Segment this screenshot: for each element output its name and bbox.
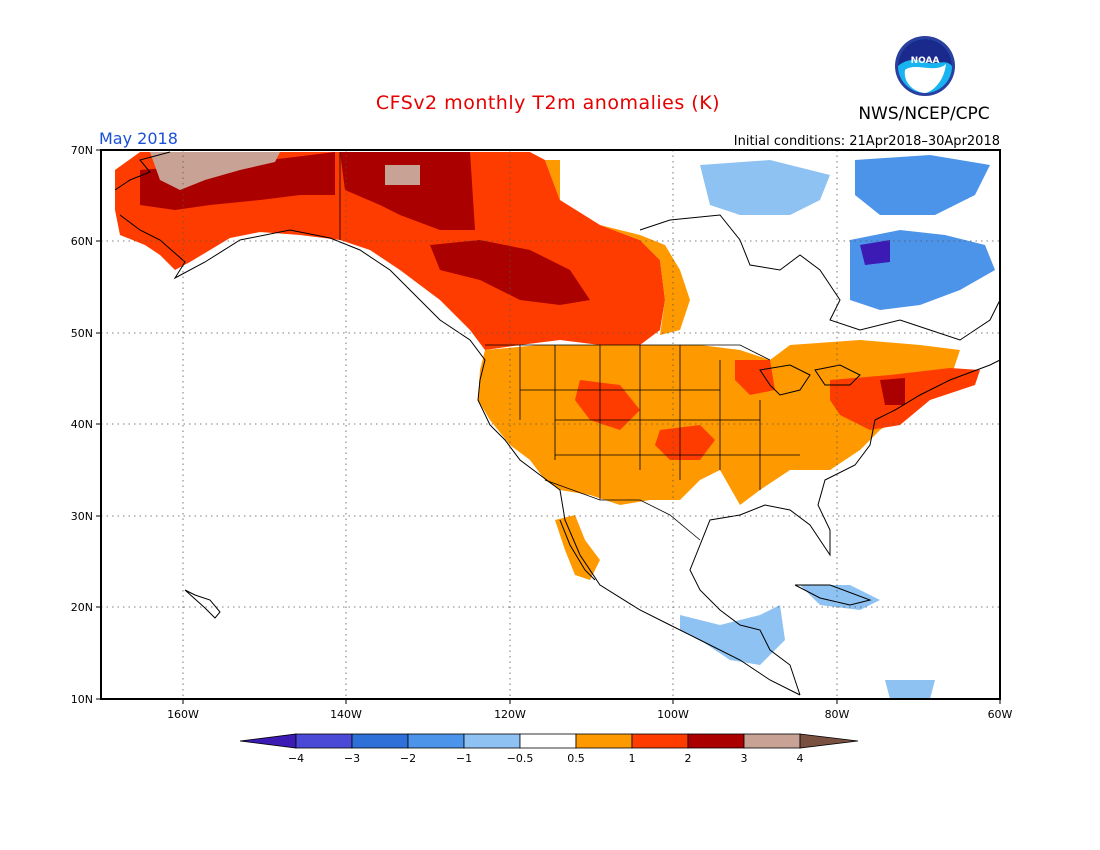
coastline-cuba	[794, 584, 872, 606]
border-us-mexico	[544, 479, 701, 541]
lon-label: 140W	[330, 708, 362, 721]
organization-label: NWS/NCEP/CPC	[858, 104, 989, 124]
colorbar-label: −4	[288, 752, 304, 765]
lon-label: 100W	[657, 708, 689, 721]
anomaly-region-cool-south	[885, 680, 935, 699]
political-borders	[339, 152, 800, 541]
lat-label: 30N	[71, 510, 93, 523]
lat-label: 60N	[71, 235, 93, 248]
colorbar-segment	[519, 733, 577, 749]
coastline-hudson-bay	[639, 214, 1001, 341]
lon-label: 160W	[167, 708, 199, 721]
colorbar-arrow-low	[239, 733, 297, 749]
coastlines	[114, 151, 1001, 696]
anomaly-region-cool-arctic-islands	[700, 160, 830, 215]
lat-label: 40N	[71, 418, 93, 431]
coastline-hawaii	[184, 589, 221, 619]
anomaly-region-05-1K-canada-edge	[545, 160, 690, 335]
anomaly-region-1-2K-plains	[655, 425, 715, 460]
anomaly-region-cool-central-america	[680, 605, 785, 665]
coastline-great-lakes	[759, 364, 861, 396]
colorbar-segment	[687, 733, 745, 749]
lon-label: 120W	[494, 708, 526, 721]
lon-label: 80W	[825, 708, 850, 721]
border-us-states	[519, 345, 800, 500]
anomaly-region-3-4K-alaska-north	[150, 152, 280, 190]
colorbar-label: 3	[741, 752, 748, 765]
coastline-north-america	[114, 151, 1001, 696]
lat-label: 10N	[71, 693, 93, 706]
coastline-baja	[559, 519, 596, 581]
anomaly-region-cool-baffin	[855, 155, 990, 215]
map-plot-area	[96, 149, 1001, 704]
colorbar-label: −1	[456, 752, 472, 765]
lat-label: 70N	[71, 144, 93, 157]
colorbar-label: 0.5	[567, 752, 585, 765]
colorbar-segment	[463, 733, 521, 749]
anomaly-region-2-3K-new-england	[880, 378, 905, 405]
colorbar-label: −0.5	[507, 752, 534, 765]
anomaly-region-3-4K-yukon-north	[385, 165, 420, 185]
figure-title: CFSv2 monthly T2m anomalies (K)	[376, 92, 720, 114]
initial-conditions-label: Initial conditions: 21Apr2018–30Apr2018	[734, 134, 1000, 149]
colorbar-segment	[295, 733, 353, 749]
colorbar-segment	[407, 733, 465, 749]
colorbar: −4 −3 −2 −1 −0.5 0.5 1 2 3 4	[239, 733, 859, 765]
anomaly-region-2-3K-yukon	[340, 152, 475, 230]
longitude-labels: 160W 140W 120W 100W 80W 60W	[167, 708, 1012, 721]
anomaly-region-cool-caribbean	[800, 585, 880, 610]
anomaly-region-05-1K-mexico	[555, 515, 600, 580]
colorbar-label: 1	[629, 752, 636, 765]
colorbar-segment	[631, 733, 689, 749]
latitude-labels: 70N 60N 50N 40N 30N 20N 10N	[71, 144, 93, 706]
anomaly-region-cool-labrador-core	[860, 240, 890, 265]
lon-label: 60W	[988, 708, 1013, 721]
colorbar-segment	[743, 733, 801, 749]
noaa-logo: NOAA	[895, 36, 955, 96]
colorbar-label: −3	[344, 752, 360, 765]
colorbar-arrow-high	[799, 733, 859, 749]
colorbar-label: 4	[797, 752, 804, 765]
colorbar-segment	[575, 733, 633, 749]
lat-label: 50N	[71, 327, 93, 340]
border-us-canada	[485, 344, 771, 361]
lat-label: 20N	[71, 601, 93, 614]
forecast-month-label: May 2018	[99, 129, 178, 148]
anomaly-region-1-2K-rockies	[575, 380, 640, 430]
colorbar-segment	[351, 733, 409, 749]
colorbar-label: −2	[400, 752, 416, 765]
tick-marks	[96, 149, 1001, 704]
colorbar-label: 2	[685, 752, 692, 765]
noaa-logo-text: NOAA	[911, 56, 940, 66]
